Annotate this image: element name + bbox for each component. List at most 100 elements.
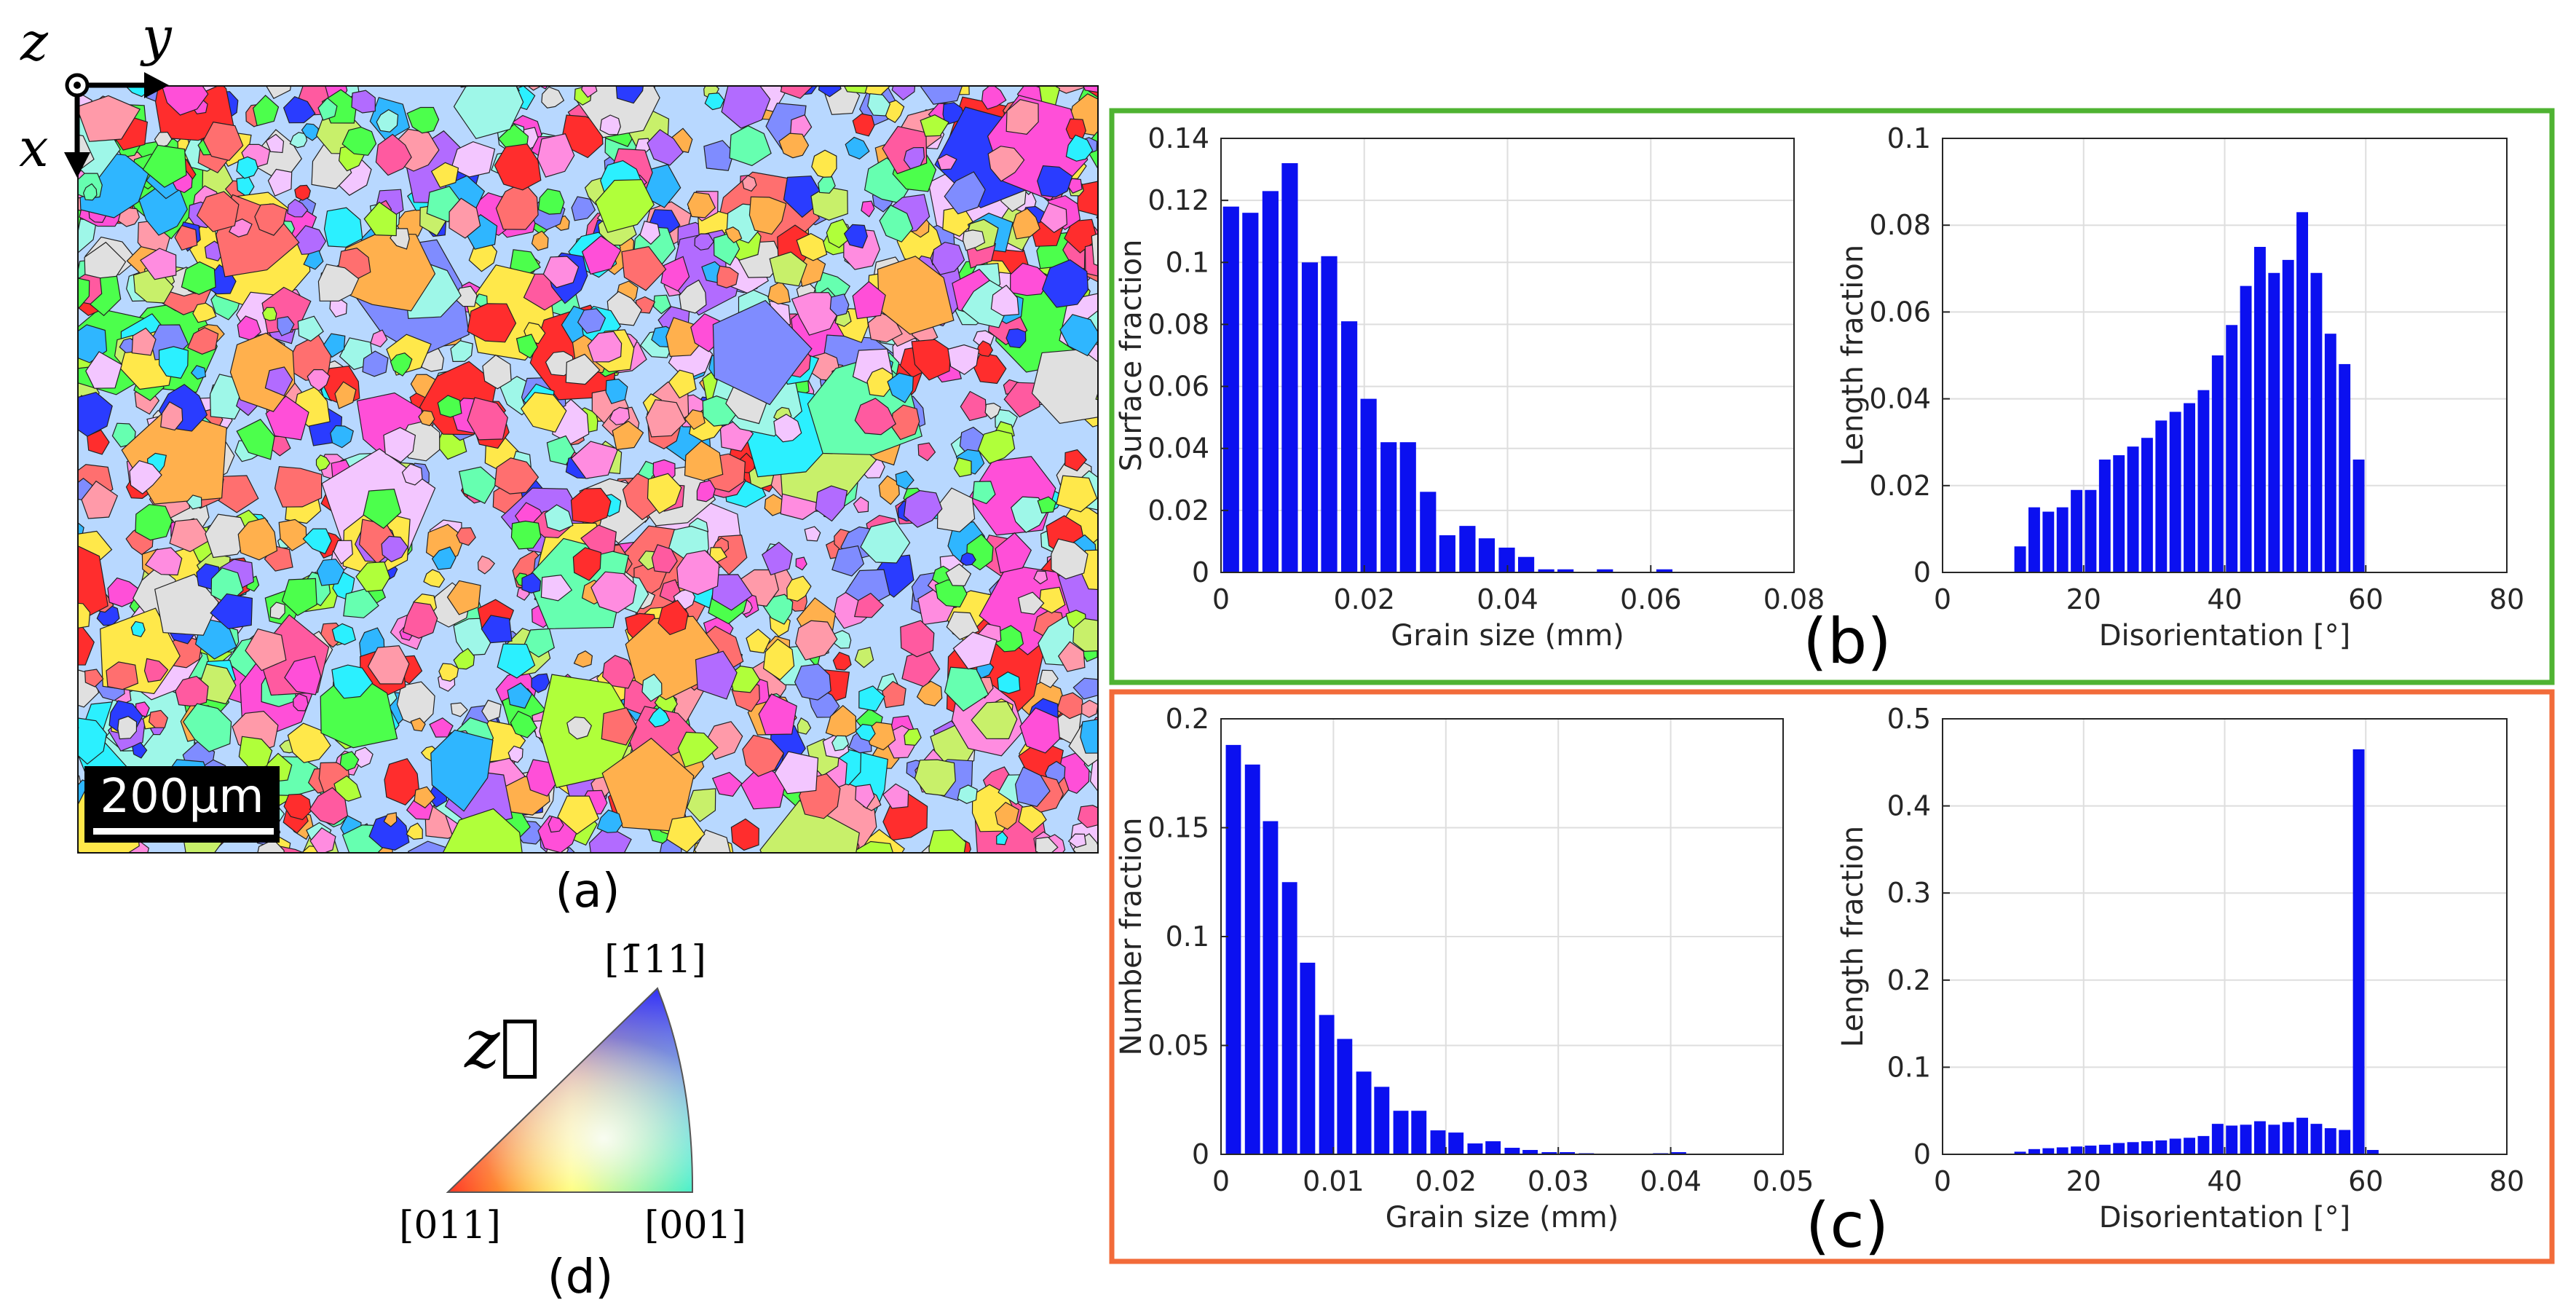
grain	[1014, 766, 1051, 808]
grain	[520, 392, 567, 433]
bar	[2253, 247, 2266, 572]
grain	[1056, 692, 1084, 720]
grain	[811, 149, 837, 180]
grain	[903, 146, 925, 170]
bar	[2014, 1151, 2026, 1154]
coordinate-axes: z y x	[19, 6, 173, 178]
grain	[716, 265, 739, 288]
y-tick-label: 0.05	[1147, 1030, 1209, 1062]
grain	[453, 86, 524, 139]
grain	[317, 264, 360, 302]
bar	[1281, 163, 1298, 572]
grain	[494, 143, 542, 191]
grain	[607, 291, 642, 326]
bar	[1393, 1111, 1409, 1154]
y-tick-label: 0.06	[1869, 296, 1931, 328]
grain	[977, 430, 1016, 465]
grain	[1039, 669, 1059, 688]
grain	[804, 526, 821, 542]
x-axis-title: Grain size (mm)	[1386, 1201, 1619, 1234]
grain	[843, 86, 868, 94]
bar	[2211, 1124, 2224, 1154]
grain	[363, 201, 398, 237]
grain	[450, 702, 468, 717]
bar	[1263, 821, 1279, 1154]
grain	[430, 729, 494, 812]
grain	[481, 699, 502, 722]
grain	[581, 235, 622, 275]
grain	[1057, 641, 1086, 672]
grain	[401, 463, 423, 486]
grain	[565, 353, 601, 385]
grain	[976, 340, 994, 357]
grain	[343, 588, 379, 618]
bar	[1597, 569, 1613, 572]
grain	[971, 701, 1018, 740]
grain	[186, 495, 202, 510]
bar	[1670, 1152, 1686, 1154]
bar	[2071, 489, 2083, 572]
grain	[236, 419, 275, 460]
grain	[425, 524, 465, 564]
grain	[135, 504, 173, 541]
bar	[1538, 569, 1554, 572]
grain	[129, 460, 162, 495]
grain	[510, 520, 542, 550]
grain	[854, 398, 896, 436]
grain	[1089, 758, 1098, 792]
x-tick-label: 0	[1212, 583, 1230, 615]
y-tick-label: 0.02	[1869, 470, 1931, 502]
ipf-corner-top: [1̄11]	[604, 938, 706, 982]
grain	[981, 86, 1007, 110]
grain	[997, 671, 1021, 694]
panel-c-frame	[1109, 689, 2555, 1264]
grain	[829, 293, 850, 317]
grain	[351, 90, 376, 114]
grain	[1010, 63, 1030, 81]
grain	[944, 171, 986, 215]
grain	[477, 555, 496, 575]
grain	[78, 569, 80, 577]
bar	[2098, 1144, 2111, 1154]
grain	[181, 261, 216, 295]
panel-a-label: (a)	[555, 864, 620, 918]
grain	[882, 783, 909, 809]
panel-b-label: (b)	[1803, 605, 1892, 678]
grain	[797, 717, 812, 735]
grain	[316, 559, 345, 586]
bar	[1411, 1111, 1427, 1154]
grain	[946, 611, 980, 640]
bar	[2240, 1124, 2252, 1154]
grain	[920, 114, 949, 137]
grain	[456, 527, 476, 546]
grain	[1065, 134, 1094, 162]
grain	[160, 401, 183, 431]
x-tick-label: 0.08	[1763, 583, 1825, 615]
grain	[237, 517, 278, 561]
grain	[531, 673, 550, 693]
grain	[437, 395, 462, 418]
bar	[1467, 1143, 1483, 1154]
grain	[900, 620, 935, 658]
grain	[430, 162, 459, 189]
grain	[795, 620, 838, 661]
grain	[855, 723, 876, 742]
grain	[78, 277, 90, 308]
grain	[78, 392, 113, 437]
y-tick-label: 0.12	[1147, 184, 1209, 216]
grain	[995, 532, 1032, 574]
grain	[648, 706, 671, 728]
grain	[376, 109, 399, 133]
bar	[1459, 526, 1476, 572]
bar	[1439, 535, 1455, 572]
grain	[845, 136, 870, 159]
bar	[2268, 272, 2280, 572]
y-tick-label: 0.1	[1166, 246, 1209, 278]
grain	[281, 578, 317, 616]
bar	[2339, 1130, 2351, 1154]
grain	[677, 731, 719, 768]
grain	[182, 703, 232, 752]
grain	[818, 176, 836, 194]
grain	[107, 577, 142, 607]
x-tick-label: 80	[2489, 583, 2524, 615]
